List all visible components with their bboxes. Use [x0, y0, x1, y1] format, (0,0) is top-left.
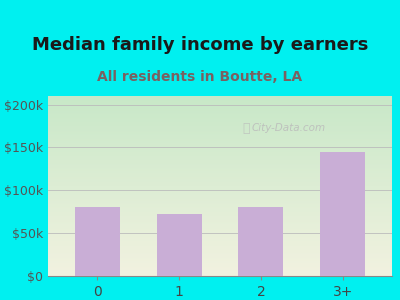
Bar: [238, 207, 284, 276]
Bar: [75, 207, 120, 276]
Text: All residents in Boutte, LA: All residents in Boutte, LA: [98, 70, 302, 84]
Text: ⓠ: ⓠ: [242, 122, 250, 135]
Text: City-Data.com: City-Data.com: [252, 123, 326, 134]
Bar: [320, 152, 365, 276]
Bar: [156, 214, 202, 276]
Text: Median family income by earners: Median family income by earners: [32, 36, 368, 54]
